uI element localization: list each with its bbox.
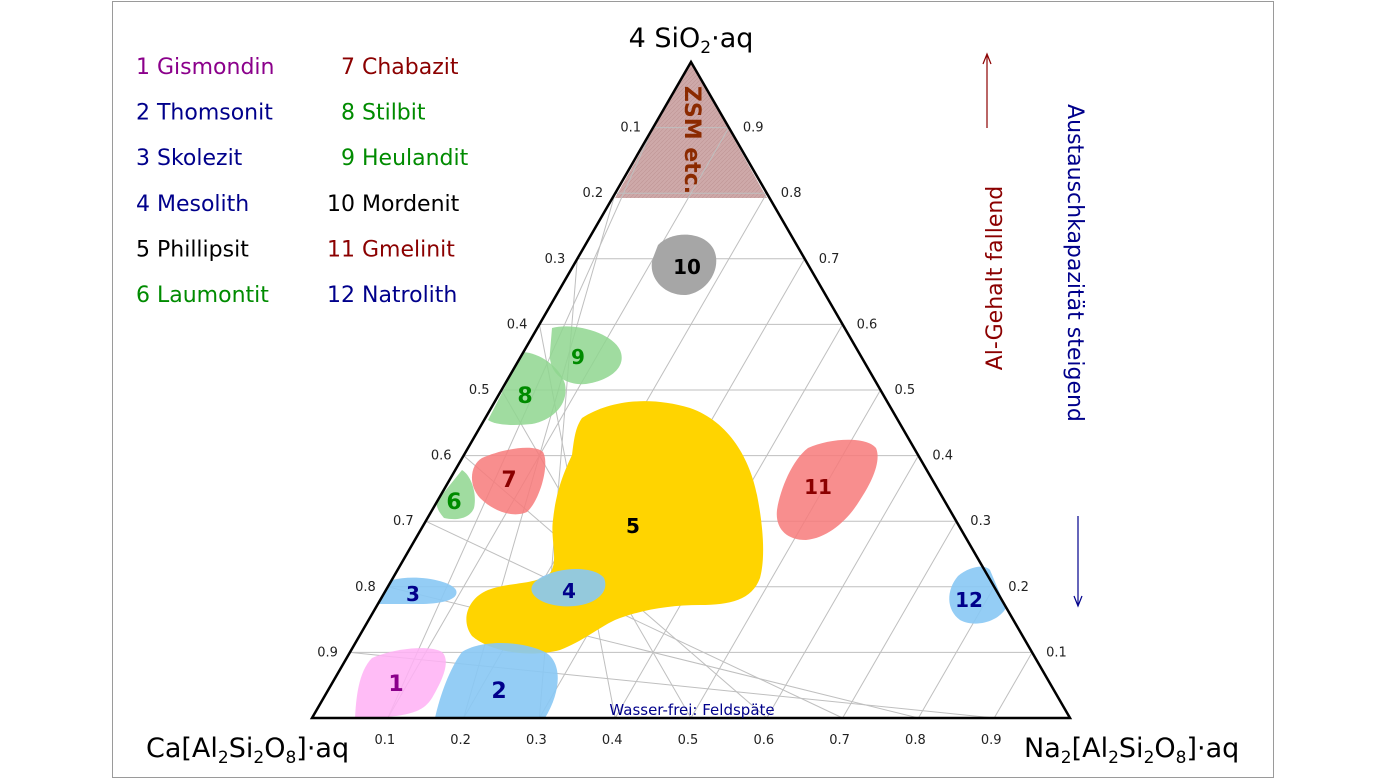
grid-line [993, 652, 1033, 719]
tick-label-bottom: 0.7 [829, 733, 850, 748]
legend-item: 4 Mesolith [136, 192, 249, 217]
left-vertex-label: Ca[Al2Si2O8]·aq [146, 733, 349, 768]
exchange-capacity-annotation: Austauschkapazität steigend [1062, 104, 1087, 608]
arrow-down-icon [1073, 595, 1083, 608]
legend-item: 12 Natrolith [327, 283, 457, 308]
right-vertex-label: Na2[Al2Si2O8]·aq [1024, 733, 1239, 768]
legend-item: 9 Heulandit [341, 146, 469, 171]
tick-label-bottom: 0.9 [981, 733, 1002, 748]
region-3-label: 3 [406, 582, 420, 606]
region-5-label: 5 [626, 514, 640, 538]
tick-label-right: 0.6 [857, 317, 878, 332]
top-vertex-label: 4 SiO2·aq [629, 23, 754, 58]
region-2-thomsonit [435, 643, 558, 718]
tick-label-left: 0.2 [583, 186, 604, 201]
legend-item: 8 Stilbit [341, 101, 426, 126]
al-content-annotation: Al-Gehalt fallend [982, 52, 1008, 371]
region-9-heulandit [549, 326, 622, 385]
region-4-mesolith [531, 569, 606, 607]
region-7-label: 7 [501, 468, 516, 493]
region-10-label: 10 [673, 255, 701, 279]
tick-label-right: 0.7 [819, 252, 840, 267]
al-content-label: Al-Gehalt fallend [983, 186, 1008, 371]
region-11-label: 11 [804, 475, 832, 499]
tick-label-bottom: 0.1 [374, 733, 395, 748]
tick-label-bottom: 0.2 [450, 733, 471, 748]
legend-item: 1 Gismondin [136, 55, 274, 80]
tick-label-left: 0.3 [545, 252, 566, 267]
zsm-label: ZSM etc. [679, 86, 704, 194]
grid-line [425, 520, 843, 719]
legend: 1 Gismondin 2 Thomsonit 3 Skolezit 4 Mesoli… [136, 55, 469, 308]
tick-label-right: 0.1 [1046, 645, 1067, 660]
tick-label-bottom: 0.5 [678, 733, 699, 748]
tick-label-left: 0.8 [355, 580, 376, 595]
region-6-label: 6 [446, 490, 461, 515]
tick-label-left: 0.6 [431, 449, 452, 464]
tick-label-left: 0.7 [393, 514, 414, 529]
region-11-gmelinit [776, 439, 878, 540]
tick-label-left: 0.4 [507, 317, 528, 332]
legend-item: 6 Laumontit [136, 283, 269, 308]
exchange-capacity-label: Austauschkapazität steigend [1062, 104, 1087, 422]
grid-line [842, 520, 957, 719]
tick-label-right: 0.8 [781, 186, 802, 201]
tick-label-right: 0.9 [743, 121, 764, 136]
region-7-chabazit [471, 447, 546, 515]
region-5-phillipsit [466, 401, 764, 654]
tick-label-bottom: 0.4 [602, 733, 623, 748]
region-8-stilbit [488, 352, 566, 425]
tick-label-right: 0.3 [970, 514, 991, 529]
legend-item: 7 Chabazit [341, 55, 459, 80]
tick-label-right: 0.5 [895, 383, 916, 398]
tick-label-left: 0.1 [620, 121, 641, 136]
region-2-label: 2 [491, 679, 506, 704]
region-10-mordenit [651, 234, 717, 296]
region-4-label: 4 [562, 579, 576, 603]
zsm-region [615, 62, 767, 198]
region-1-label: 1 [388, 672, 403, 697]
tick-label-right: 0.4 [932, 449, 953, 464]
tick-label-left: 0.9 [317, 645, 338, 660]
region-3-skolezit [378, 577, 457, 604]
ternary-triangle [309, 59, 1073, 720]
legend-item: 3 Skolezit [136, 146, 243, 171]
tick-label-bottom: 0.6 [753, 733, 774, 748]
tick-label-bottom: 0.8 [905, 733, 926, 748]
tick-label-bottom: 0.3 [526, 733, 547, 748]
arrow-up-icon [982, 52, 992, 65]
region-8-label: 8 [517, 384, 532, 409]
legend-item: 2 Thomsonit [136, 101, 273, 126]
tick-label-right: 0.2 [1008, 580, 1029, 595]
legend-item: 10 Mordenit [327, 192, 460, 217]
region-9-label: 9 [571, 345, 585, 369]
region-6-laumontit [436, 470, 475, 520]
region-12-label: 12 [955, 588, 983, 612]
feldspar-note: Wasser-frei: Feldspäte [609, 701, 774, 719]
region-1-gismondin [355, 648, 446, 718]
legend-item: 5 Phillipsit [136, 237, 249, 262]
tick-label-left: 0.5 [469, 383, 490, 398]
legend-item: 11 Gmelinit [327, 237, 455, 262]
